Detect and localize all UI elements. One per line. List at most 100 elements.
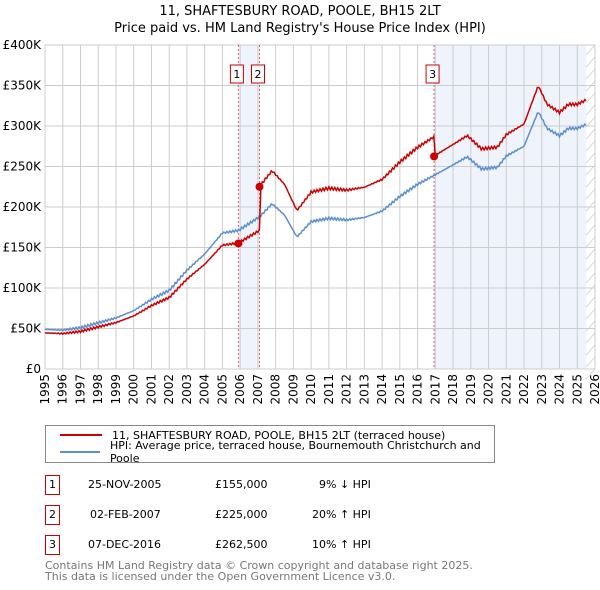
sale-hpi: 20% ↑ HPI	[312, 508, 371, 521]
footer-copyright: Contains HM Land Registry data © Crown c…	[45, 559, 473, 572]
x-tick-label: 2011	[322, 374, 336, 405]
hatch-line	[585, 332, 596, 344]
hatch-line	[585, 56, 596, 68]
sale-price: £155,000	[215, 478, 268, 491]
x-tick-label: 1996	[56, 374, 70, 405]
x-tick-label: 2017	[428, 374, 442, 405]
hatch-line	[585, 44, 596, 56]
chart-title: 11, SHAFTESBURY ROAD, POOLE, BH15 2LT	[159, 4, 441, 19]
hatch-line	[585, 260, 596, 272]
legend-item-property: 11, SHAFTESBURY ROAD, POOLE, BH15 2LT (t…	[60, 427, 445, 443]
x-tick-label: 2015	[393, 374, 407, 405]
property-line	[44, 86, 587, 336]
x-tick-label: 1997	[73, 374, 87, 405]
hatch-line	[585, 320, 596, 332]
x-tick-label: 1999	[109, 374, 123, 405]
footer-licence: This data is licensed under the Open Gov…	[45, 570, 396, 583]
sale-point	[234, 239, 243, 248]
sale-hpi: 9% ↓ HPI	[319, 478, 371, 491]
x-tick-label: 2019	[464, 374, 478, 405]
legend-label: 11, SHAFTESBURY ROAD, POOLE, BH15 2LT (t…	[112, 428, 446, 442]
sale-label: 2	[255, 68, 262, 81]
x-tick-label: 2009	[286, 374, 300, 405]
sale-marker: 2	[45, 505, 60, 525]
x-tick-label: 2001	[144, 374, 158, 405]
y-tick-label: £150K	[3, 241, 43, 255]
x-tick-label: 2002	[162, 374, 176, 405]
sale-date: 02-FEB-2007	[90, 508, 161, 521]
sale-row: 3 07-DEC-2016 £262,500 10% ↑ HPI	[45, 535, 495, 555]
sale-point	[430, 152, 439, 161]
hatch-line	[585, 176, 596, 188]
x-tick-label: 2026	[588, 374, 600, 405]
x-tick-label: 2003	[180, 374, 194, 405]
x-tick-label: 2022	[517, 374, 531, 405]
hatch-line	[585, 368, 596, 380]
x-tick-label: 2020	[482, 374, 496, 405]
sale-label: 3	[429, 68, 436, 81]
hatch-line	[585, 200, 596, 212]
x-tick-label: 2000	[127, 374, 141, 405]
hatch-line	[585, 344, 596, 356]
hatch-line	[585, 272, 596, 284]
hatch-line	[585, 188, 596, 200]
y-tick-label: £400K	[3, 38, 43, 52]
x-tick-label: 2007	[251, 374, 265, 405]
x-tick-label: 2008	[269, 374, 283, 405]
plot-frame	[44, 44, 596, 370]
sale-marker: 1	[45, 475, 60, 495]
hatch-line	[585, 296, 596, 308]
y-tick-label: £300K	[3, 119, 43, 133]
sale-hpi: 10% ↑ HPI	[312, 538, 371, 551]
y-tick-label: £100K	[3, 281, 43, 295]
x-tick-label: 2014	[375, 374, 389, 405]
hatch-line	[585, 224, 596, 236]
legend-label: HPI: Average price, terraced house, Bour…	[109, 439, 481, 465]
hatch-line	[585, 308, 596, 320]
hatch-line	[585, 128, 596, 140]
x-tick-label: 2025	[570, 374, 584, 405]
x-tick-label: 2024	[553, 374, 567, 405]
sale-label: 1	[233, 68, 240, 81]
x-tick-label: 2013	[357, 374, 371, 405]
hatch-line	[585, 68, 596, 80]
sale-point	[255, 182, 264, 191]
x-tick-label: 2018	[446, 374, 460, 405]
x-tick-label: 1995	[38, 374, 52, 405]
sale-row: 1 25-NOV-2005 £155,000 9% ↓ HPI	[45, 475, 495, 495]
y-tick-label: £50K	[10, 322, 42, 336]
hatch-line	[585, 140, 596, 152]
hatch-line	[585, 92, 596, 104]
y-tick-label: £250K	[3, 160, 43, 174]
sale-row: 2 02-FEB-2007 £225,000 20% ↑ HPI	[45, 505, 495, 525]
x-tick-label: 2006	[233, 374, 247, 405]
x-tick-label: 1998	[91, 374, 105, 405]
sale-date: 07-DEC-2016	[88, 538, 162, 551]
sale-price: £262,500	[215, 538, 268, 551]
hpi-line	[44, 112, 587, 332]
x-tick-label: 2012	[340, 374, 354, 405]
sale-label-box	[425, 64, 440, 84]
hatch-line	[585, 116, 596, 128]
x-tick-label: 2021	[499, 374, 513, 405]
chart: 1995 1996 1997 1998 1999 2000 2001 2002 2003 2004…	[3, 38, 600, 405]
chart-subtitle: Price paid vs. HM Land Registry's House …	[114, 21, 486, 36]
y-tick-label: £350K	[3, 79, 43, 93]
x-tick-label: 2016	[411, 374, 425, 405]
y-tick-label: £0	[26, 362, 41, 376]
hatch-line	[585, 236, 596, 248]
sale-marker: 3	[45, 535, 60, 555]
x-tick-label: 2023	[535, 374, 549, 405]
sale-price: £225,000	[215, 508, 268, 521]
legend-item-hpi: HPI: Average price, terraced house, Bour…	[60, 439, 494, 465]
hatch-line	[585, 248, 596, 260]
y-tick-label: £200K	[3, 200, 43, 214]
sale-date: 25-NOV-2005	[88, 478, 162, 491]
x-tick-label: 2010	[304, 374, 318, 405]
legend: 11, SHAFTESBURY ROAD, POOLE, BH15 2LT (t…	[45, 425, 495, 465]
x-tick-label: 2004	[198, 374, 212, 405]
hatch-line	[585, 104, 596, 116]
hatch-line	[585, 152, 596, 164]
hatch-line	[585, 284, 596, 296]
sale-label-box	[229, 64, 244, 84]
